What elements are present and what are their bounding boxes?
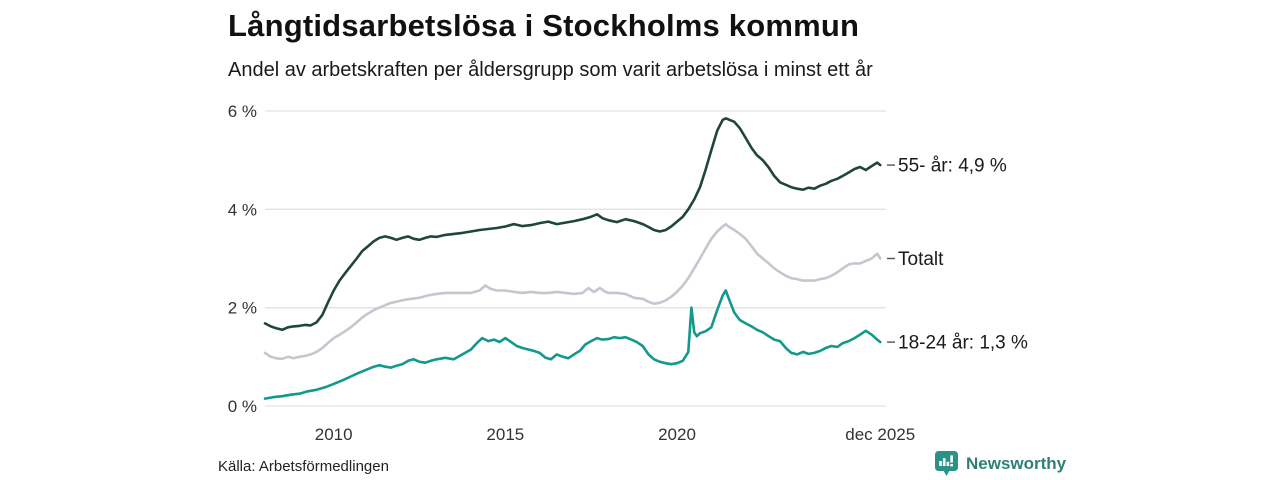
newsworthy-brand: Newsworthy [934,450,1066,477]
newsworthy-wordmark: Newsworthy [966,453,1067,473]
x-axis-tick-label: dec 2025 [845,425,915,444]
y-axis-tick-label: 0 % [228,397,257,416]
page-title: Långtidsarbetslösa i Stockholms kommun [228,8,860,43]
series-end-label: 55- år: 4,9 % [898,156,1007,177]
x-axis-tick-label: 2020 [658,425,696,444]
chart-subtitle: Andel av arbetskraften per åldersgrupp s… [228,58,873,81]
y-axis-tick-label: 4 % [228,200,257,219]
chart-header: Långtidsarbetslösa i Stockholms kommun A… [228,8,1088,82]
newsworthy-logo-icon [935,451,958,476]
x-axis-tick-label: 2010 [315,425,353,444]
series-end-label: 18-24 år: 1,3 % [898,333,1028,354]
series-line-55-r [263,117,882,332]
y-axis-tick-label: 6 % [228,102,257,121]
series-line-totalt [263,222,882,361]
series-end-label: Totalt [898,249,944,270]
source-note: Källa: Arbetsförmedlingen [218,458,389,475]
y-axis-tick-label: 2 % [228,299,257,318]
x-axis-tick-label: 2015 [486,425,524,444]
series-line-18-24-r [263,289,882,400]
